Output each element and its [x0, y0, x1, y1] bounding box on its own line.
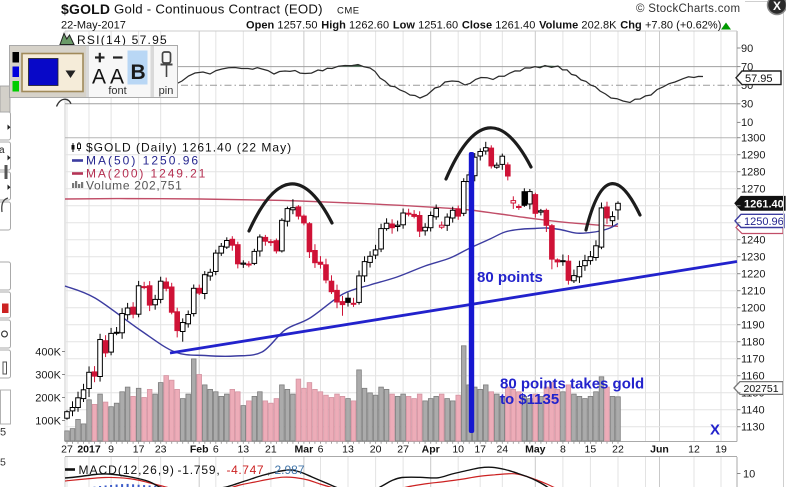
svg-text:1250.96: 1250.96	[744, 216, 784, 228]
svg-text:1180: 1180	[741, 337, 765, 349]
svg-text:1170: 1170	[741, 354, 765, 366]
svg-text:57.95: 57.95	[745, 73, 773, 85]
svg-text:pin: pin	[159, 85, 174, 97]
svg-text:24: 24	[496, 444, 508, 456]
svg-text:8: 8	[560, 444, 566, 456]
svg-text:10: 10	[743, 469, 755, 481]
svg-text:400K: 400K	[35, 346, 61, 358]
svg-text:13: 13	[342, 444, 354, 456]
svg-text:A: A	[110, 66, 124, 89]
svg-text:1240: 1240	[741, 235, 765, 247]
svg-text:1200: 1200	[741, 303, 765, 315]
svg-text:2.987: 2.987	[275, 463, 305, 477]
svg-text:MA(200) 1249.21: MA(200) 1249.21	[86, 167, 207, 181]
svg-text:27: 27	[61, 444, 73, 456]
svg-text:MACD(12,26,9): MACD(12,26,9)	[79, 463, 175, 477]
svg-text:20: 20	[370, 444, 382, 456]
svg-text:6: 6	[213, 444, 219, 456]
svg-text:13: 13	[237, 444, 249, 456]
svg-text:80 points takes gold: 80 points takes gold	[500, 376, 644, 393]
svg-text:1130: 1130	[741, 422, 765, 434]
svg-text:12: 12	[688, 444, 700, 456]
svg-text:B: B	[131, 61, 146, 84]
svg-text:1140: 1140	[741, 405, 765, 417]
svg-text:90: 90	[741, 43, 753, 55]
svg-text:1160: 1160	[741, 371, 765, 383]
svg-text:21: 21	[265, 444, 277, 456]
svg-text:6: 6	[318, 444, 324, 456]
svg-text:Volume 202,751: Volume 202,751	[86, 179, 183, 193]
svg-text:a: a	[0, 145, 5, 156]
svg-text:1220: 1220	[741, 269, 765, 281]
svg-text:$GOLD: $GOLD	[61, 1, 110, 17]
svg-text:MA(50) 1250.96: MA(50) 1250.96	[86, 154, 200, 168]
svg-text:1261.40: 1261.40	[744, 198, 784, 210]
svg-text:27: 27	[397, 444, 409, 456]
svg-text:to $1135: to $1135	[500, 391, 559, 408]
svg-text:9: 9	[108, 444, 114, 456]
svg-text:80 points: 80 points	[477, 269, 543, 286]
svg-text:100K: 100K	[35, 415, 61, 427]
svg-text:22: 22	[612, 444, 624, 456]
svg-text:1300: 1300	[741, 133, 765, 145]
svg-text:-1.759,: -1.759,	[178, 463, 221, 477]
svg-text:5: 5	[0, 457, 6, 469]
svg-text:,: ,	[267, 463, 270, 477]
svg-text:10: 10	[741, 117, 753, 129]
svg-text:Apr: Apr	[422, 444, 440, 456]
svg-text:Open 1257.50 High 1262.60 Low: Open 1257.50 High 1262.60 Low 1251.60 Cl…	[246, 20, 721, 32]
svg-text:© StockCharts.com: © StockCharts.com	[636, 3, 740, 15]
svg-text:202751: 202751	[744, 383, 779, 395]
svg-text:1190: 1190	[741, 320, 765, 332]
svg-text:1210: 1210	[741, 286, 765, 298]
svg-text:Feb: Feb	[190, 444, 209, 456]
svg-text:Mar: Mar	[295, 444, 314, 456]
svg-text:1230: 1230	[741, 252, 765, 264]
svg-text:30: 30	[741, 99, 753, 111]
svg-text:1290: 1290	[741, 150, 765, 162]
svg-text:font: font	[108, 85, 126, 97]
svg-text:1270: 1270	[741, 184, 765, 196]
svg-text:23: 23	[155, 444, 167, 456]
svg-text:10: 10	[452, 444, 464, 456]
svg-text:Gold - Continuous Contract (EO: Gold - Continuous Contract (EOD)	[114, 2, 323, 17]
svg-text:19: 19	[715, 444, 727, 456]
svg-text:CME: CME	[337, 6, 360, 17]
svg-text:17: 17	[474, 444, 486, 456]
svg-text:17: 17	[133, 444, 145, 456]
svg-text:2017: 2017	[77, 444, 101, 456]
svg-text:X: X	[773, 0, 781, 13]
svg-text:May: May	[525, 444, 546, 456]
svg-text:$GOLD (Daily) 1261.40 (22 May): $GOLD (Daily) 1261.40 (22 May)	[86, 141, 292, 155]
svg-text:A: A	[92, 66, 106, 89]
svg-text:5: 5	[0, 427, 6, 439]
svg-text:RSI(14) 57.95: RSI(14) 57.95	[77, 33, 168, 47]
svg-text:-4.747: -4.747	[227, 463, 265, 477]
svg-text:15: 15	[585, 444, 597, 456]
svg-text:22-May-2017: 22-May-2017	[61, 20, 126, 32]
svg-text:1280: 1280	[741, 167, 765, 179]
svg-text:X: X	[710, 422, 720, 439]
svg-text:Jun: Jun	[650, 444, 669, 456]
svg-text:300K: 300K	[35, 369, 61, 381]
svg-text:200K: 200K	[35, 392, 61, 404]
